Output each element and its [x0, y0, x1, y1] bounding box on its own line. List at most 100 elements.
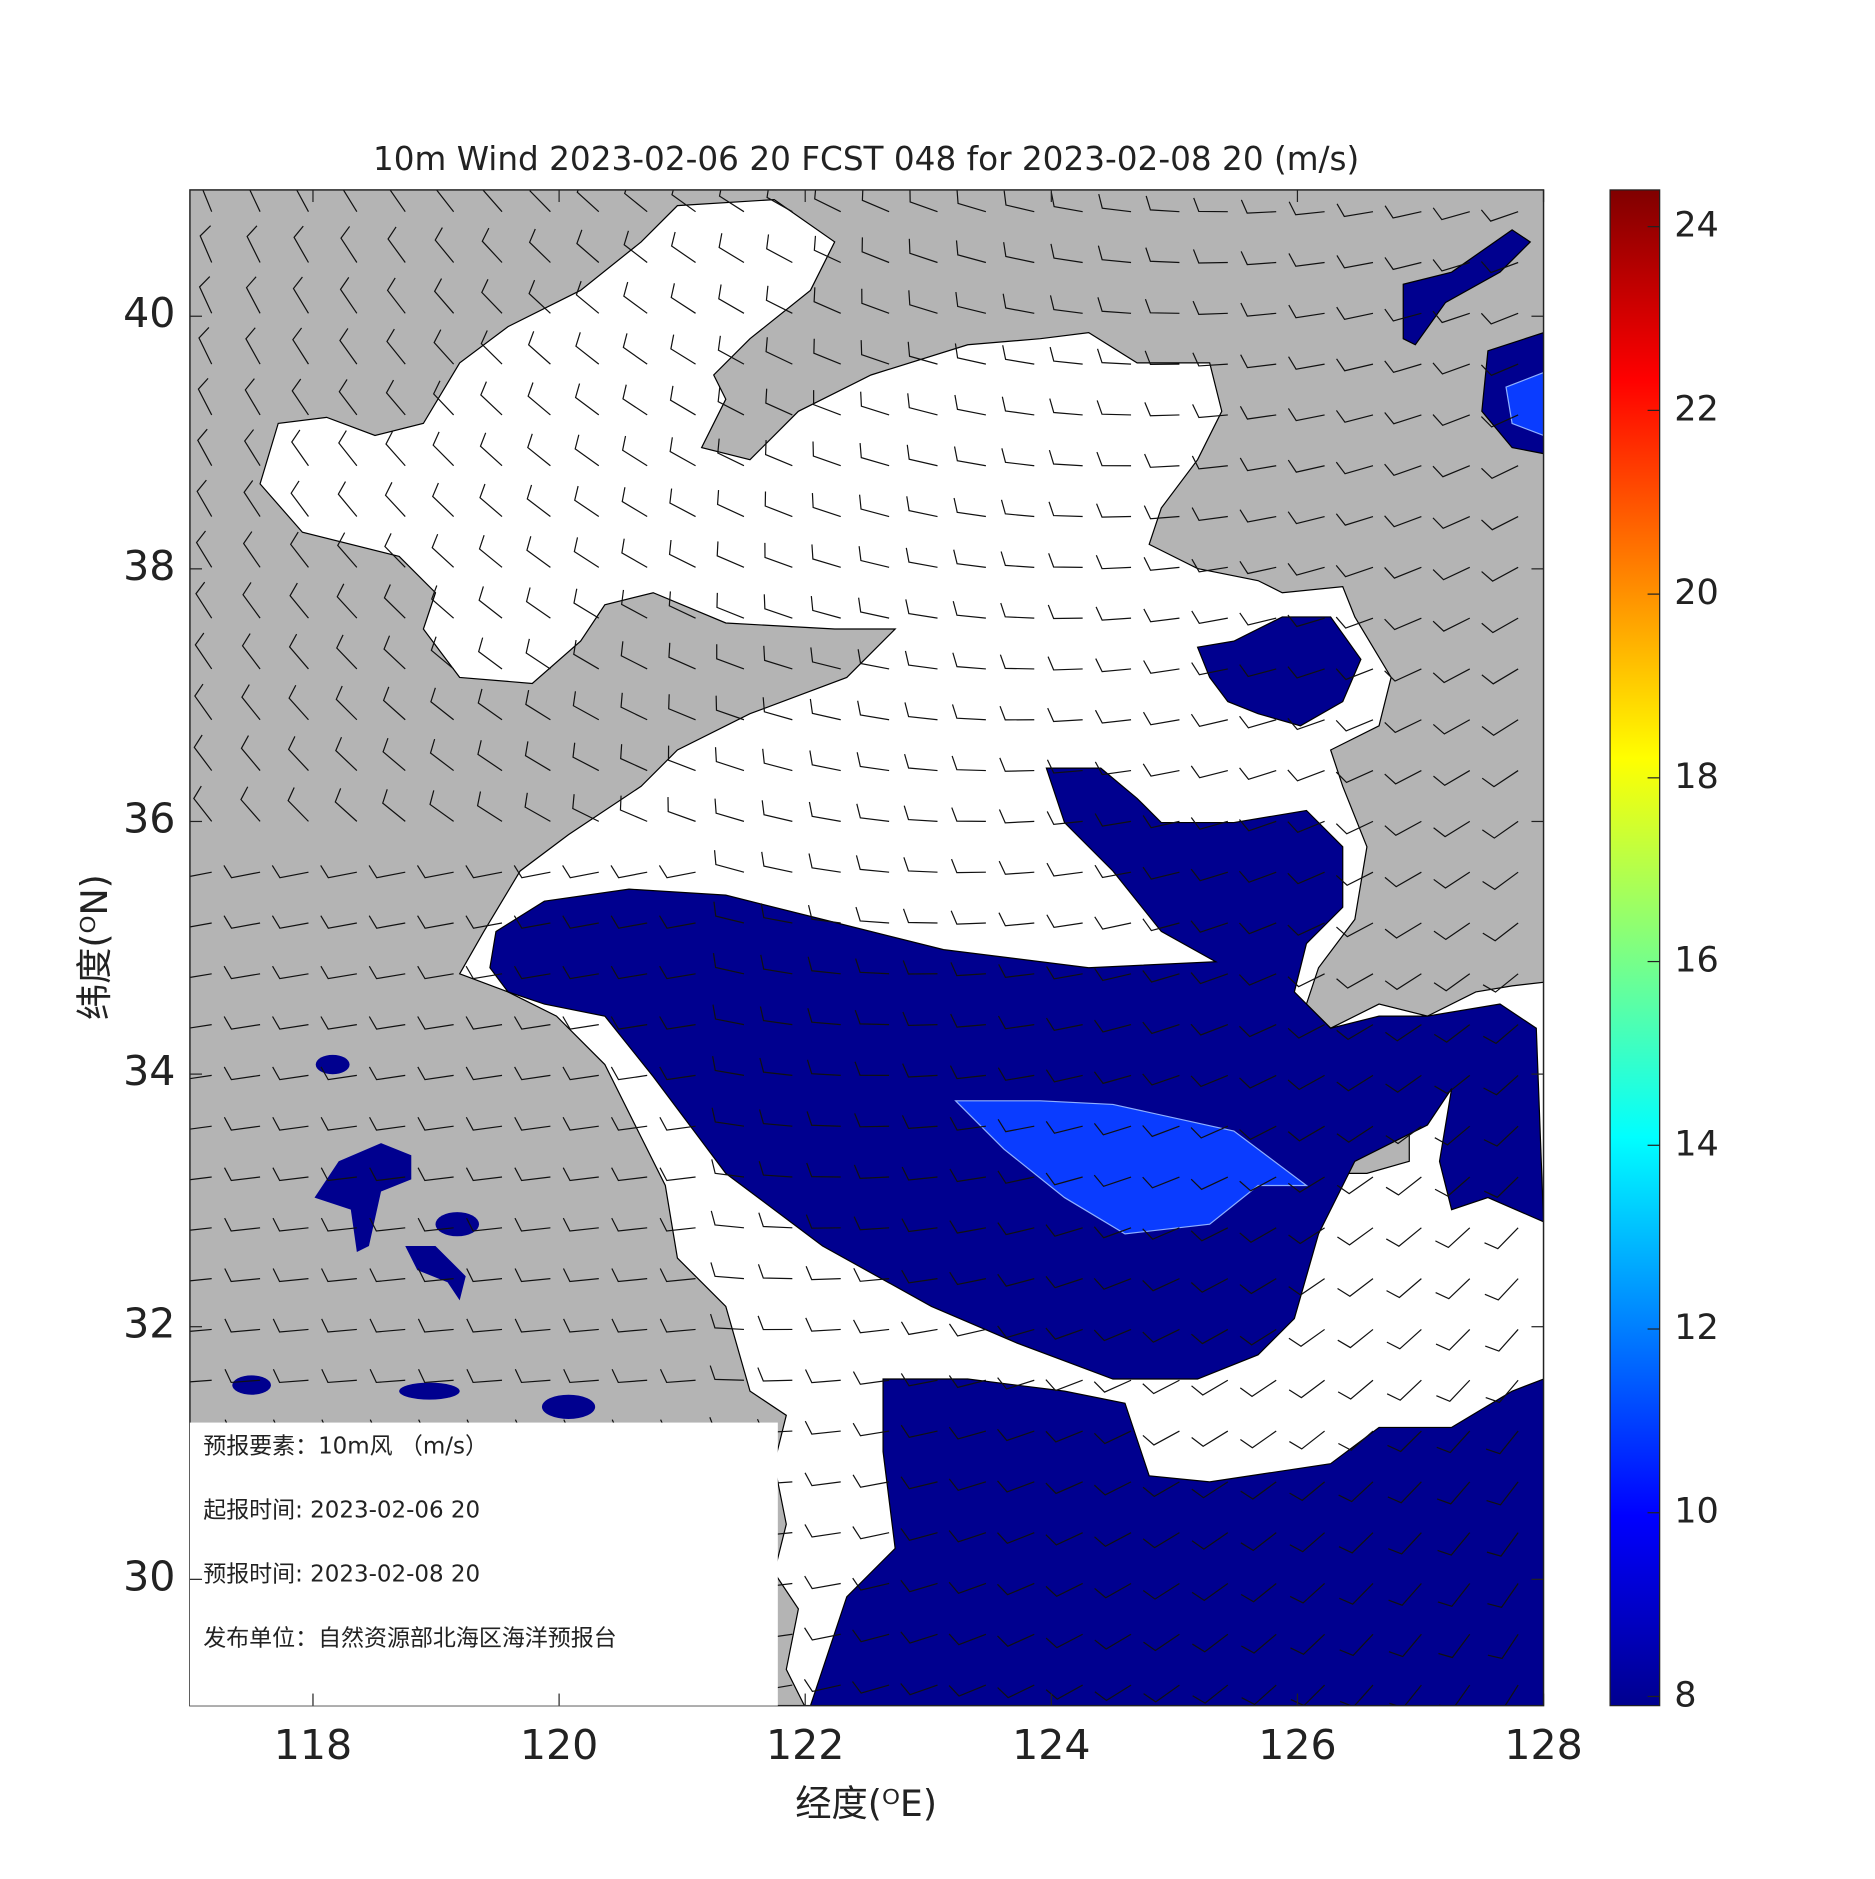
wind-barb	[1485, 1329, 1519, 1352]
wind-barb	[953, 497, 986, 518]
wind-barb	[803, 1679, 841, 1693]
wind-barb	[1482, 871, 1519, 891]
wind-barb	[389, 189, 406, 213]
colorbar-tick-label: 24	[1674, 205, 1719, 246]
wind-barb	[1142, 1278, 1180, 1292]
wind-barb	[1045, 1582, 1083, 1598]
y-tick-label: 32	[123, 1300, 175, 1348]
wind-barb	[814, 189, 841, 213]
wind-barb	[1481, 566, 1519, 582]
wind-barb	[1287, 614, 1325, 628]
wind-barb	[1337, 1278, 1374, 1298]
wind-barb	[852, 1371, 890, 1385]
wind-barb	[997, 1480, 1035, 1493]
wind-barb	[948, 1375, 987, 1389]
wind-barb	[1190, 972, 1229, 985]
wind-barb	[853, 1164, 890, 1179]
wind-barb	[195, 581, 213, 619]
wind-barb	[857, 700, 890, 721]
wind-barb	[1384, 820, 1422, 837]
wind-barb	[1191, 558, 1228, 573]
wind-barb	[952, 652, 986, 670]
wind-barb	[574, 485, 600, 518]
wind-barb	[1337, 1227, 1374, 1246]
wind-barb	[948, 1633, 987, 1646]
wind-barb	[287, 787, 309, 822]
wind-barb	[804, 1420, 841, 1435]
wind-barb	[272, 1116, 309, 1131]
wind-barb	[189, 1328, 212, 1332]
wind-barb	[1484, 1176, 1519, 1199]
wind-barb	[1481, 719, 1519, 736]
wind-barb	[1386, 1328, 1422, 1350]
wind-barb	[669, 437, 696, 467]
wind-barb	[951, 755, 986, 772]
wind-barb	[1432, 465, 1470, 478]
wind-barb	[1191, 1532, 1229, 1550]
wind-barb	[244, 378, 261, 416]
wind-barb	[1142, 1532, 1180, 1549]
wind-barb	[670, 231, 696, 263]
wind-barb	[902, 1063, 938, 1078]
wind-barb	[526, 536, 551, 568]
wind-barb	[287, 736, 309, 771]
wind-area	[1196, 616, 1362, 727]
wind-barb	[1002, 293, 1035, 314]
wind-barb	[189, 1023, 212, 1029]
wind-barb	[764, 440, 793, 467]
wind-barb	[760, 903, 793, 924]
wind-barb	[368, 965, 406, 980]
wind-barb	[907, 341, 938, 365]
wind-barb	[465, 915, 503, 929]
wind-barb	[1097, 297, 1132, 314]
wind-barb	[1485, 1430, 1519, 1455]
wind-barb	[1046, 811, 1083, 826]
wind-barb	[1384, 973, 1422, 991]
wind-barb	[1434, 1125, 1471, 1146]
wind-barb	[758, 1109, 793, 1127]
wind-barb	[757, 1367, 793, 1382]
wind-barb	[668, 694, 696, 721]
wind-barb	[903, 805, 938, 822]
wind-barb	[223, 1167, 261, 1182]
wind-barb	[620, 641, 648, 670]
wind-barb	[369, 1318, 406, 1333]
wind-barb	[1384, 922, 1422, 939]
wind-barb	[1045, 1684, 1083, 1700]
wind-barb	[288, 685, 309, 721]
wind-barb	[812, 441, 841, 467]
wind-barb	[709, 1365, 744, 1381]
wind-barb	[909, 189, 938, 213]
wind-barb	[1094, 813, 1132, 827]
wind-barb	[900, 1373, 938, 1387]
wind-barb	[855, 855, 890, 873]
wind-barb	[320, 1066, 357, 1081]
wind-barb	[949, 1220, 986, 1234]
wind-barb	[195, 530, 213, 568]
wind-barb	[382, 686, 406, 721]
wind-barb	[903, 857, 938, 873]
wind-barb	[1384, 257, 1422, 271]
wind-barb	[808, 801, 841, 822]
wind-area	[405, 1245, 466, 1301]
wind-barb	[1048, 449, 1083, 467]
wind-barb	[369, 1116, 406, 1131]
wind-barb	[1481, 617, 1519, 634]
wind-barb	[1484, 1278, 1519, 1301]
wind-barb	[526, 484, 551, 518]
wind-barb	[807, 904, 841, 924]
wind-barb	[620, 692, 648, 721]
wind-barb	[562, 965, 599, 980]
wind-barb	[481, 227, 503, 263]
wind-barb	[417, 1116, 454, 1131]
wind-barb	[1385, 1176, 1422, 1196]
wind-barb	[1093, 1071, 1132, 1085]
wind-barb	[948, 1530, 987, 1543]
wind-barb	[527, 331, 551, 365]
wind-barb	[1190, 1176, 1229, 1191]
wind-barb	[1093, 1174, 1132, 1188]
wind-barb	[1142, 1176, 1180, 1189]
wind-barb	[1388, 1633, 1422, 1658]
wind-barb	[1481, 770, 1519, 788]
wind-area	[489, 767, 1544, 1380]
